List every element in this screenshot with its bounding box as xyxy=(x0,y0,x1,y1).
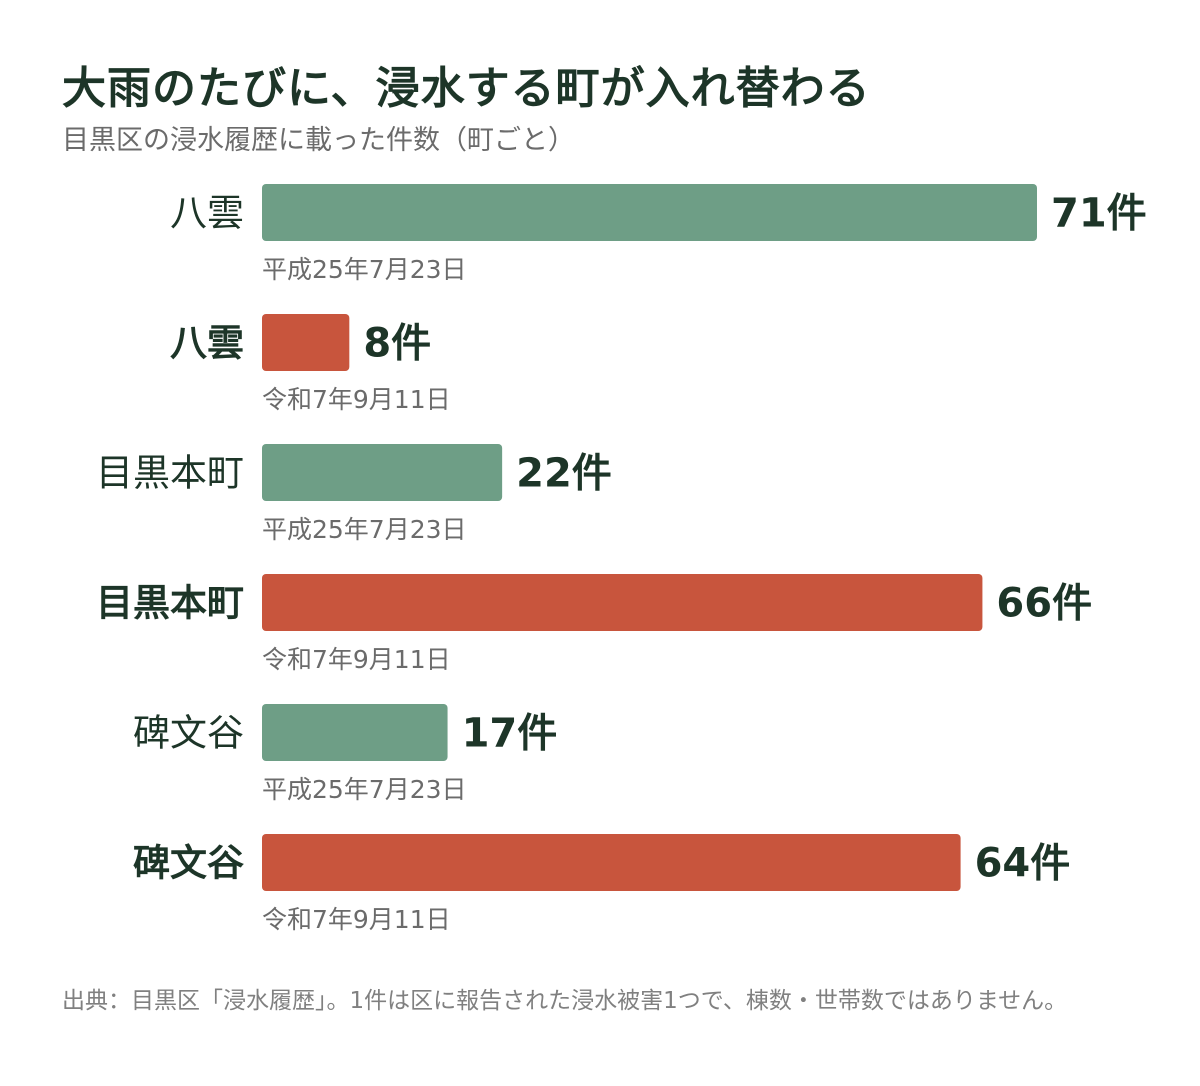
town-label: 碑文谷 xyxy=(133,842,244,885)
value-label: 71件 xyxy=(1051,191,1147,237)
town-label: 碑文谷 xyxy=(133,712,244,755)
value-label: 66件 xyxy=(996,581,1092,627)
date-label: 平成25年7月23日 xyxy=(262,515,467,544)
value-label: 64件 xyxy=(975,841,1071,887)
date-label: 令和7年9月11日 xyxy=(262,905,451,934)
town-label: 目黒本町 xyxy=(96,452,244,495)
value-label: 22件 xyxy=(516,451,612,497)
value-label: 8件 xyxy=(363,321,431,367)
bar-newer xyxy=(262,314,350,371)
chart-subtitle: 目黒区の浸水履歴に載った件数（町ごと） xyxy=(62,125,575,156)
value-label: 17件 xyxy=(462,711,558,757)
bar-older xyxy=(262,444,503,501)
source-footnote: 出典：目黒区「浸水履歴」。1件は区に報告された浸水被害1つで、棟数・世帯数ではあ… xyxy=(62,988,1068,1014)
date-label: 平成25年7月23日 xyxy=(262,255,467,284)
town-label: 目黒本町 xyxy=(96,582,244,625)
chart-title: 大雨のたびに、浸水する町が入れ替わる xyxy=(62,63,871,114)
date-label: 平成25年7月23日 xyxy=(262,775,467,804)
town-label: 八雲 xyxy=(170,192,244,235)
date-label: 令和7年9月11日 xyxy=(262,645,451,674)
bar-older xyxy=(262,704,448,761)
bar-newer xyxy=(262,834,961,891)
bar-newer xyxy=(262,574,983,631)
town-label: 八雲 xyxy=(170,322,244,365)
date-label: 令和7年9月11日 xyxy=(262,385,451,414)
bar-older xyxy=(262,184,1037,241)
